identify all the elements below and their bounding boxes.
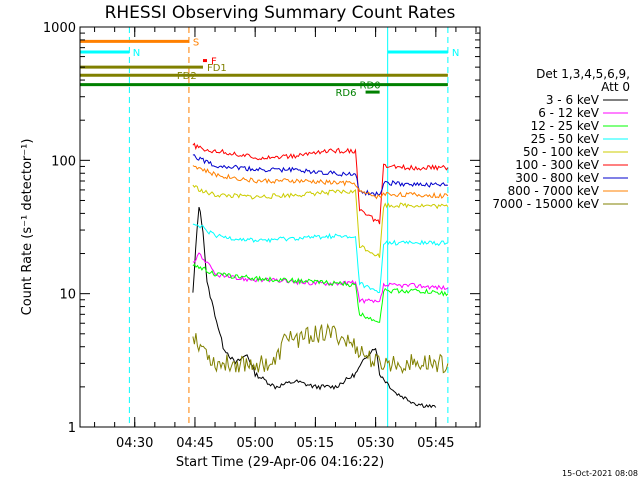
legend-label-4: 25 - 50 keV <box>531 132 600 146</box>
legend-label-8: 800 - 7000 keV <box>508 184 600 198</box>
legend-label-7: 300 - 800 keV <box>515 171 599 185</box>
flag-label-n-3: N <box>452 48 459 59</box>
x-tick-label: 05:30 <box>357 436 394 451</box>
legend-label-3: 12 - 25 keV <box>531 119 600 133</box>
flag-label-n-2: N <box>133 48 140 59</box>
series-line-2 <box>192 252 449 304</box>
legend-label-5: 50 - 100 keV <box>523 145 600 159</box>
y-tick-label: 1 <box>68 421 76 436</box>
legend-label-1: 3 - 6 keV <box>546 93 600 107</box>
y-tick-label: 1000 <box>43 21 76 36</box>
legend-label-2: 6 - 12 keV <box>538 106 600 120</box>
legend-header-2: Att 0 <box>601 80 630 94</box>
plot-frame <box>79 26 481 428</box>
series-line-9 <box>192 323 449 375</box>
x-axis-label: Start Time (29-Apr-06 04:16:22) <box>176 455 384 470</box>
legend-label-6: 100 - 300 keV <box>515 158 599 172</box>
flag-label-rd6-8: RD6 <box>335 88 356 99</box>
flag-label-f-4: F <box>211 57 217 68</box>
legend-label-9: 7000 - 15000 keV <box>492 197 599 211</box>
x-tick-label: 05:00 <box>236 436 273 451</box>
series-line-8 <box>192 165 449 200</box>
series-line-7 <box>192 154 448 198</box>
generation-timestamp: 15-Oct-2021 08:08 <box>562 469 638 478</box>
chart-title: RHESSI Observing Summary Count Rates <box>105 3 456 23</box>
series-line-1 <box>192 206 437 409</box>
y-tick-label: 10 <box>59 288 76 303</box>
legend-header-1: Det 1,3,4,5,6,9, <box>536 67 630 81</box>
flag-label-rd0-7: RD0 <box>360 81 381 92</box>
x-axis-ticks: 04:30 04:45 05:00 05:15 05:30 05:45 <box>94 27 477 451</box>
series-line-5 <box>192 184 449 258</box>
series-lines <box>192 142 449 409</box>
y-tick-label: 100 <box>51 154 76 169</box>
flag-label-fd1-5: FD1 <box>207 63 227 74</box>
y-axis-label: Count Rate (s⁻¹ detector⁻¹) <box>20 139 35 316</box>
series-line-6 <box>192 142 449 225</box>
y-axis-ticks: 1 10 100 1000 <box>43 21 480 436</box>
x-tick-label: 05:15 <box>297 436 334 451</box>
series-line-4 <box>192 223 448 294</box>
flag-label-fd2-6: FD2 <box>177 71 197 82</box>
series-line-3 <box>192 263 449 323</box>
x-tick-label: 04:45 <box>176 436 213 451</box>
x-tick-label: 04:30 <box>116 436 153 451</box>
x-tick-label: 05:45 <box>417 436 454 451</box>
flag-label-s-1: S <box>193 37 199 48</box>
